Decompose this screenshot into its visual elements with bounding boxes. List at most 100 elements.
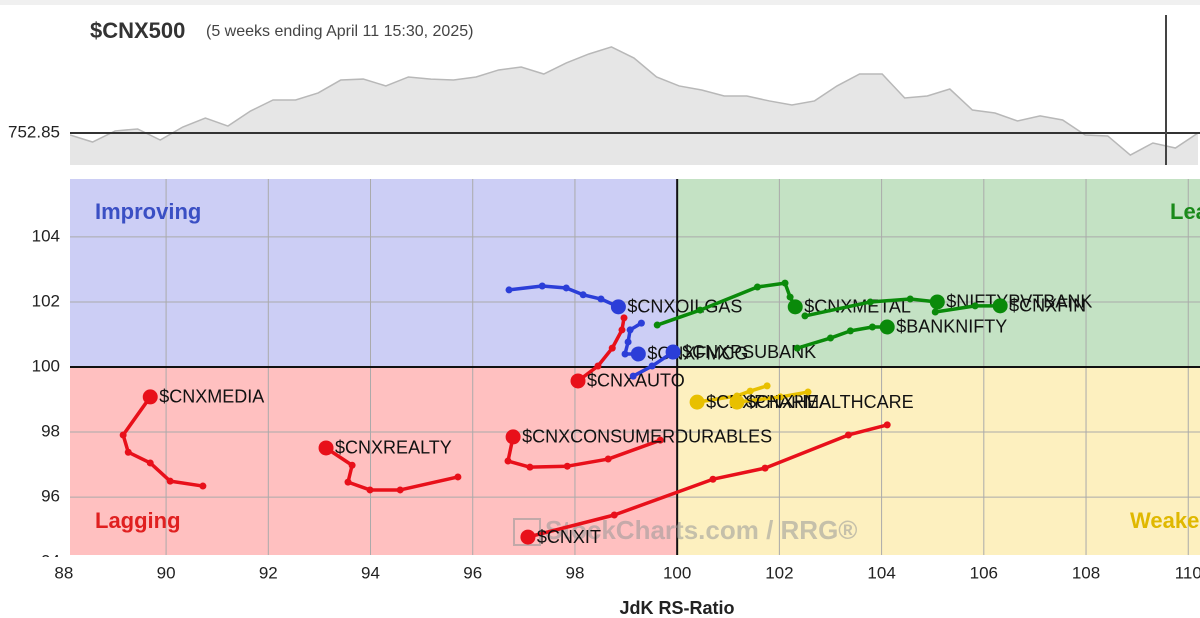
tail-dot xyxy=(626,326,634,334)
tail-line xyxy=(527,423,888,539)
series-label: $CNXAUTO xyxy=(587,371,685,391)
x-tick-label: 88 xyxy=(54,563,73,582)
tail-dot xyxy=(608,344,616,352)
tail-line xyxy=(325,446,459,492)
y-tick-label: 96 xyxy=(41,487,60,506)
tail-dot xyxy=(763,382,771,390)
x-tick-label: 98 xyxy=(565,563,584,582)
x-tick-label: 96 xyxy=(463,563,482,582)
head-dot xyxy=(879,319,895,335)
y-tick-label: 102 xyxy=(32,291,60,310)
rrg-plot: ImprovingLeadingLaggingWeakeningStockCha… xyxy=(70,179,1200,555)
chart-title: $CNX500 xyxy=(90,18,185,43)
x-tick-label: 94 xyxy=(361,563,380,582)
tail-line xyxy=(804,297,938,318)
series-label: $CNXIT xyxy=(537,527,601,547)
head-dot xyxy=(929,294,945,310)
tail-dot xyxy=(868,323,876,331)
tail-dot xyxy=(629,372,637,380)
head-dot xyxy=(520,529,536,545)
tail-dot xyxy=(166,477,174,485)
series-label: $CNXHEALTHCARE xyxy=(746,392,914,412)
head-dot xyxy=(610,299,626,315)
watermark-icon xyxy=(513,518,541,546)
tail-dot xyxy=(709,475,717,483)
quadrant xyxy=(70,179,678,367)
tail-dot xyxy=(620,314,628,322)
head-dot xyxy=(689,394,705,410)
y-tick-label: 98 xyxy=(41,422,60,441)
series-label: $CNXCONSUMERDURABLES xyxy=(522,427,772,447)
x-tick-label: 104 xyxy=(867,563,895,582)
tail-dot xyxy=(621,350,629,358)
tail-dot xyxy=(504,457,512,465)
head-dot xyxy=(318,440,334,456)
tail-dot xyxy=(624,338,632,346)
tail-dot xyxy=(866,298,874,306)
quadrant-label: Leading xyxy=(1170,199,1200,224)
tail-dot xyxy=(653,321,661,329)
tail-dot xyxy=(696,306,704,314)
x-tick-label: 106 xyxy=(970,563,998,582)
chart-subtitle: (5 weeks ending April 11 15:30, 2025) xyxy=(206,23,473,40)
tail-dot xyxy=(146,459,154,467)
head-dot xyxy=(665,344,681,360)
tail-dot xyxy=(618,326,626,334)
tail-dot xyxy=(776,393,784,401)
tail-dot xyxy=(753,283,761,291)
y-tick-label: 94 xyxy=(41,552,60,571)
x-tick-label: 108 xyxy=(1072,563,1100,582)
x-tick-label: 92 xyxy=(259,563,278,582)
price-panel xyxy=(70,46,1200,165)
tail-dot xyxy=(124,448,132,456)
tail-dot xyxy=(604,455,612,463)
tail-dot xyxy=(637,319,645,327)
tail-dot xyxy=(610,511,618,519)
tail-dot xyxy=(119,431,127,439)
head-dot xyxy=(729,394,745,410)
tail-dot xyxy=(656,436,664,444)
quadrant-label: Weakening xyxy=(1130,508,1200,533)
quadrant-label: Lagging xyxy=(95,508,181,533)
overlay: 752.85 88 90 92 94 96 98 100 102 104 106 108 110 xyxy=(8,15,1200,582)
tail-dot xyxy=(396,486,404,494)
reference-label: 752.85 xyxy=(8,122,60,141)
tail-dot xyxy=(594,362,602,370)
quadrant-label: Improving xyxy=(95,199,201,224)
tail-line xyxy=(506,436,661,469)
price-area xyxy=(70,46,1198,165)
tail-dot xyxy=(199,482,207,490)
tail-dot xyxy=(883,421,891,429)
tail-dot xyxy=(344,478,352,486)
tail-dot xyxy=(648,362,656,370)
y-tick-label: 104 xyxy=(32,226,60,245)
tail-line xyxy=(696,384,768,404)
tail-dot xyxy=(781,279,789,287)
tail-dot xyxy=(505,286,513,294)
tail-dot xyxy=(562,284,570,292)
tail-dot xyxy=(793,344,801,352)
tail-dot xyxy=(563,462,571,470)
series-label: $CNXMEDIA xyxy=(159,387,264,407)
head-dot xyxy=(992,298,1008,314)
tail-dot xyxy=(746,387,754,395)
top-strip xyxy=(0,0,1200,5)
tail-line xyxy=(121,395,204,488)
x-tick-label: 100 xyxy=(663,563,691,582)
tail-dot xyxy=(761,464,769,472)
tail-dot xyxy=(826,334,834,342)
tail-dot xyxy=(931,308,939,316)
series-label: $CNXOILGAS xyxy=(627,297,742,317)
head-dot xyxy=(787,299,803,315)
head-dot xyxy=(142,389,158,405)
tail-dot xyxy=(454,473,462,481)
tail-dot xyxy=(597,295,605,303)
head-dot xyxy=(630,346,646,362)
quadrant xyxy=(677,179,1200,367)
tail-dot xyxy=(538,282,546,290)
tail-dot xyxy=(579,291,587,299)
y-tick-label: 100 xyxy=(32,356,60,375)
x-tick-label: 90 xyxy=(157,563,176,582)
tail-dot xyxy=(786,293,794,301)
